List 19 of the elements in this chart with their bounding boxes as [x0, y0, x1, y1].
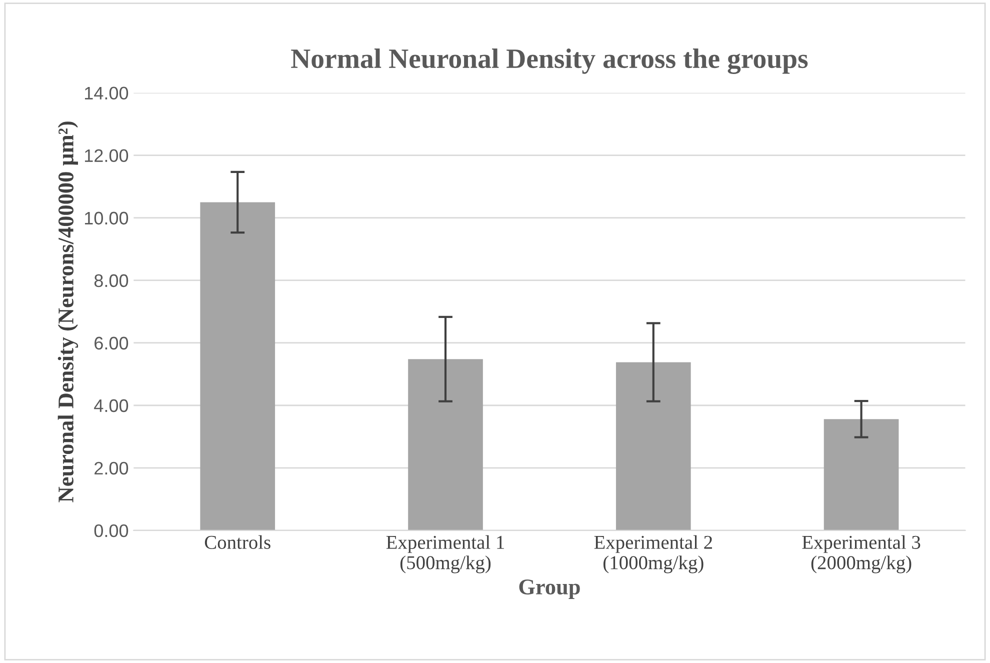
- x-tick-label: Controls: [204, 535, 270, 549]
- bar: [408, 359, 483, 530]
- y-tick-label: 0.00: [94, 524, 128, 538]
- y-tick-label: 10.00: [84, 212, 128, 225]
- x-tick-label: Experimental 1 (500mg/kg): [386, 535, 504, 574]
- y-axis-title: Neuronal Density (Neurons/400000 μm²): [58, 122, 78, 502]
- y-tick-label: 6.00: [94, 336, 128, 350]
- bar: [200, 202, 276, 530]
- x-tick-label: Experimental 2 (1000mg/kg): [594, 535, 712, 574]
- y-tick-label: 12.00: [84, 149, 128, 162]
- y-tick-label: 2.00: [94, 462, 128, 475]
- x-tick-label: Experimental 3 (2000mg/kg): [802, 535, 920, 574]
- y-tick-label: 8.00: [94, 274, 128, 288]
- chart-title: Normal Neuronal Density across the groups: [291, 48, 808, 74]
- x-axis-title: Group: [519, 580, 580, 599]
- y-tick-label: 4.00: [94, 399, 128, 412]
- bar: [616, 362, 691, 530]
- y-tick-label: 14.00: [84, 86, 128, 100]
- bar: [824, 419, 899, 530]
